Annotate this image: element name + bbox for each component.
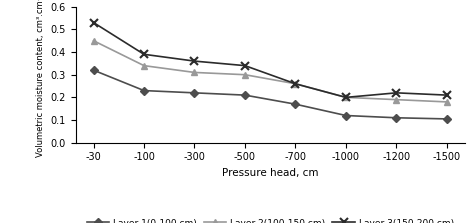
Layer 3(150-200 cm) <box>393 91 399 94</box>
Line: Layer 1(0-100 cm): Layer 1(0-100 cm) <box>91 67 450 122</box>
Layer 2(100-150 cm) <box>393 98 399 101</box>
Layer 2(100-150 cm) <box>343 96 349 99</box>
Layer 3(150-200 cm) <box>242 64 248 67</box>
Layer 3(150-200 cm) <box>343 96 349 99</box>
Line: Layer 2(100-150 cm): Layer 2(100-150 cm) <box>90 37 450 105</box>
Layer 1(0-100 cm) <box>91 69 96 72</box>
Layer 2(100-150 cm) <box>292 83 298 85</box>
Layer 3(150-200 cm) <box>292 83 298 85</box>
Layer 2(100-150 cm) <box>444 101 450 103</box>
Layer 1(0-100 cm) <box>242 94 248 96</box>
Layer 3(150-200 cm) <box>444 94 450 96</box>
Legend: Layer 1(0-100 cm), Layer 2(100-150 cm), Layer 3(150-200 cm): Layer 1(0-100 cm), Layer 2(100-150 cm), … <box>83 215 457 223</box>
Layer 1(0-100 cm) <box>191 91 197 94</box>
Layer 2(100-150 cm) <box>91 39 96 42</box>
Layer 3(150-200 cm) <box>91 21 96 24</box>
Layer 2(100-150 cm) <box>191 71 197 74</box>
Y-axis label: Volumetric moisture content, cm³.cm⁻³: Volumetric moisture content, cm³.cm⁻³ <box>36 0 45 157</box>
X-axis label: Pressure head, cm: Pressure head, cm <box>222 168 319 178</box>
Line: Layer 3(150-200 cm): Layer 3(150-200 cm) <box>89 18 451 101</box>
Layer 1(0-100 cm) <box>393 116 399 119</box>
Layer 2(100-150 cm) <box>141 64 147 67</box>
Layer 1(0-100 cm) <box>141 89 147 92</box>
Layer 1(0-100 cm) <box>444 118 450 120</box>
Layer 1(0-100 cm) <box>292 103 298 105</box>
Layer 1(0-100 cm) <box>343 114 349 117</box>
Layer 3(150-200 cm) <box>191 60 197 62</box>
Layer 3(150-200 cm) <box>141 53 147 56</box>
Layer 2(100-150 cm) <box>242 73 248 76</box>
